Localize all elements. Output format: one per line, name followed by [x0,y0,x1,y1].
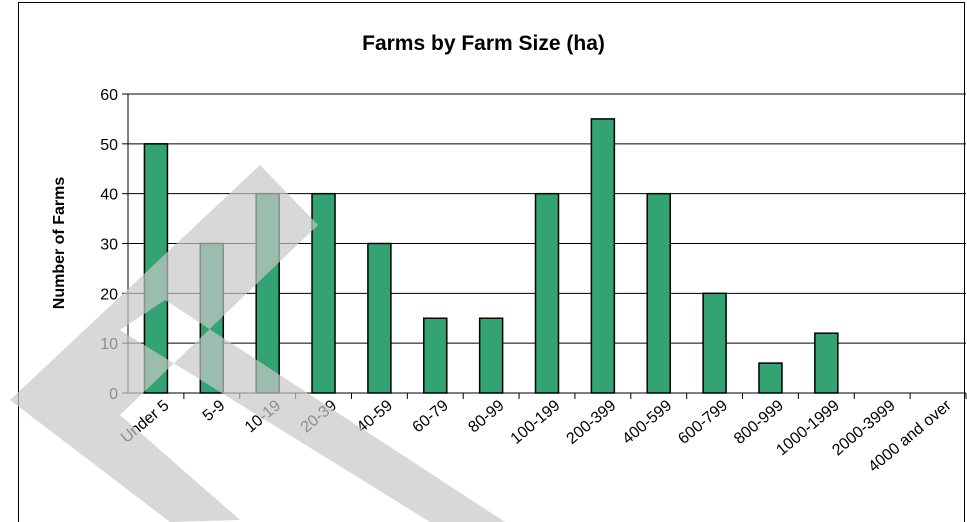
bar [646,192,671,394]
x-tick-label: 200-399 [564,397,620,448]
bar [702,292,727,394]
y-tick-label: 30 [100,237,118,254]
x-tick-label: 80-99 [465,397,507,436]
x-tick-label: 600-799 [675,397,731,448]
y-tick-label: 60 [100,87,118,104]
bar [758,362,783,394]
x-tick-label: 800-999 [731,397,787,448]
watermark-logo [10,165,505,522]
bar [367,242,392,394]
chart-border [18,2,965,522]
bar [590,118,616,394]
chart-title: Farms by Farm Size (ha) [362,32,605,55]
bar [311,192,336,394]
bar [814,332,839,394]
x-tick-label: 400-599 [619,397,675,448]
y-tick-label: 50 [100,137,118,154]
y-tick-label: 20 [100,286,118,303]
x-tick-label: 100-199 [508,397,564,448]
x-tick-label: 60-79 [410,397,452,436]
y-tick-label: 40 [100,187,118,204]
bar [478,317,504,394]
x-tick-label: 5-9 [200,397,229,425]
bar [534,192,560,394]
bar [423,317,448,394]
